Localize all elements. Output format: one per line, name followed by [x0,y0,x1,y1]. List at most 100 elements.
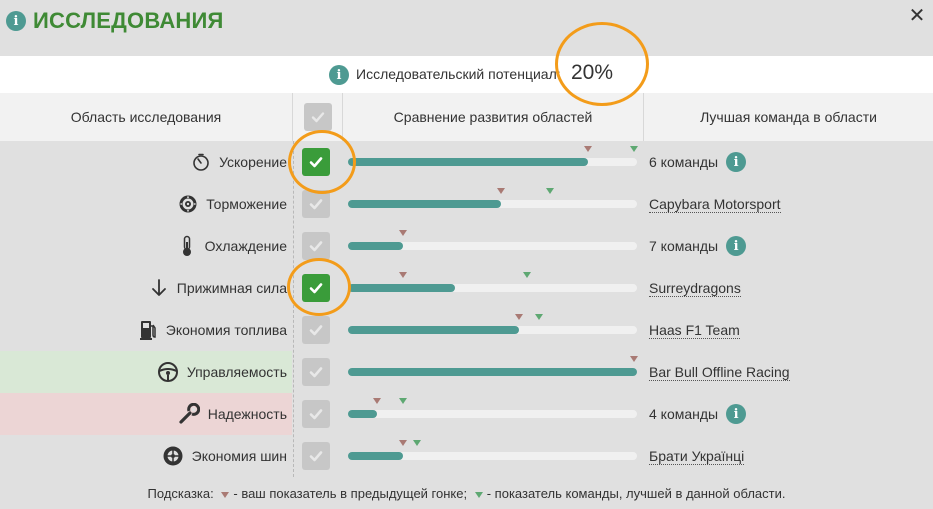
column-header-best-team: Лучшая команда в области [643,93,933,141]
checkmark-icon [311,112,324,123]
checkmark-icon [309,367,323,378]
research-area-name: Экономия шин [191,448,287,464]
prev-race-marker [497,188,506,194]
research-area-name: Торможение [206,196,287,212]
checkmark-icon [309,241,323,252]
window-header: i ИССЛЕДОВАНИЯ ✕ [0,0,933,50]
best-team-marker [534,314,543,320]
research-area-label: Экономия шин [162,445,287,467]
arrow-down-icon [149,278,169,298]
column-divider [293,141,294,477]
checkmark-icon [309,409,323,420]
brake-disc-icon [178,194,198,214]
progress-fill [348,410,377,418]
hint-prefix: Подсказка: [147,486,214,501]
research-area-label: Ускорение [191,151,287,173]
best-team-count: 7 команды [649,238,719,254]
research-area-label: Экономия топлива [138,319,287,341]
thermometer-icon [177,235,197,257]
best-team-cell: 6 команды i [649,151,747,173]
column-header-compare: Сравнение развития областей [343,93,643,141]
best-team-marker [630,146,639,152]
info-icon[interactable]: i [329,65,349,85]
progress-fill [348,284,455,292]
progress-fill [348,200,502,208]
best-team-cell: Haas F1 Team [649,319,740,341]
info-icon[interactable]: i [6,11,26,31]
progress-fill [348,242,403,250]
research-checkbox[interactable] [302,442,330,470]
prev-race-marker [583,146,592,152]
best-team-count: 4 команды [649,406,719,422]
research-area-name: Экономия топлива [165,322,287,338]
progress-fill [348,452,403,460]
progress-track [348,398,637,418]
research-area-label: Торможение [178,193,287,215]
prev-race-marker [398,272,407,278]
info-icon[interactable]: i [726,236,747,256]
prev-race-marker-icon [221,491,230,498]
research-checkbox[interactable] [302,358,330,386]
progress-track [348,440,637,460]
research-checkbox[interactable] [302,232,330,260]
best-team-cell: Bar Bull Offline Racing [649,361,790,383]
prev-race-marker [514,314,523,320]
research-area-name: Охлаждение [204,238,287,254]
research-potential-bar: i Исследовательский потенциал: 20% [0,56,933,93]
prev-race-marker [630,356,639,362]
research-area-label: Прижимная сила [149,277,287,299]
research-area-label: Охлаждение [177,235,287,257]
research-area-name: Надежность [207,406,287,422]
stopwatch-icon [191,152,211,172]
research-checkbox[interactable] [302,148,330,176]
checkmark-icon [309,283,323,294]
progress-track [348,146,639,166]
wrench-icon [178,403,200,425]
research-area-label: Управляемость [157,361,287,383]
column-header-select-all[interactable] [292,93,343,141]
hint-best-text: - показатель команды, лучшей в данной об… [486,486,786,501]
best-team-marker [523,272,532,278]
progress-track [348,188,637,208]
prev-race-marker [398,230,407,236]
best-team-link[interactable]: Capybara Motorsport [649,195,781,213]
row-highlight [0,393,292,435]
page-title: ИССЛЕДОВАНИЯ [33,8,224,33]
best-team-cell: 7 команды i [649,235,747,257]
progress-fill [348,368,637,376]
progress-fill [348,326,519,334]
best-team-link[interactable]: Haas F1 Team [649,321,740,339]
best-team-cell: Surreydragons [649,277,741,299]
research-checkbox[interactable] [302,316,330,344]
hint-legend: Подсказка: - ваш показатель в предыдущей… [0,486,933,501]
progress-track [348,272,637,292]
row-highlight [0,351,292,393]
info-icon[interactable]: i [726,404,747,424]
checkmark-icon [309,157,323,168]
info-icon[interactable]: i [726,152,747,172]
best-team-marker [413,440,422,446]
best-team-link[interactable]: Bar Bull Offline Racing [649,363,790,381]
best-team-count: 6 команды [649,154,719,170]
progress-track [348,356,639,376]
research-area-name: Прижимная сила [176,280,287,296]
best-team-cell: 4 команды i [649,403,747,425]
close-button[interactable]: ✕ [908,3,926,27]
hint-prev-text: - ваш показатель в предыдущей гонке; [233,486,468,501]
research-checkbox[interactable] [302,274,330,302]
best-team-link[interactable]: Брати Українці [649,447,745,465]
checkmark-icon [309,325,323,336]
best-team-marker [546,188,555,194]
research-checkbox[interactable] [302,190,330,218]
research-potential-label: Исследовательский потенциал: [356,66,561,82]
best-team-marker [398,398,407,404]
research-checkbox[interactable] [302,400,330,428]
progress-fill [348,158,588,166]
select-all-checkbox[interactable] [303,103,332,131]
progress-track [348,314,637,334]
research-potential-value: 20% [571,61,614,84]
best-team-link[interactable]: Surreydragons [649,279,741,297]
research-area-name: Ускорение [219,154,287,170]
steering-wheel-icon [157,361,179,383]
best-team-marker-icon [474,491,483,498]
